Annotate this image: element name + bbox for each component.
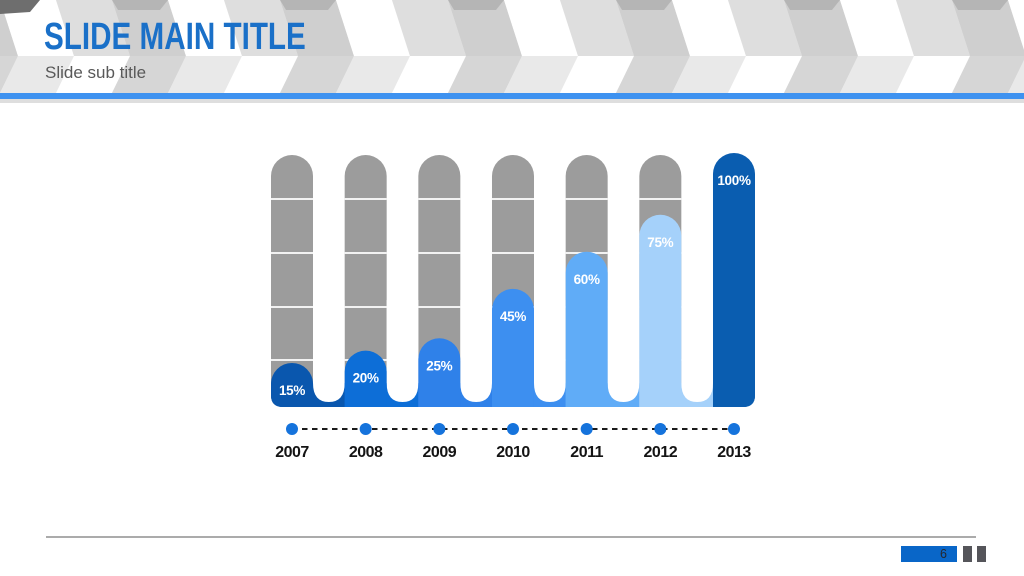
bar-track-2008	[344, 155, 387, 405]
gap-arch	[460, 300, 492, 402]
year-label: 2008	[349, 444, 383, 461]
timeline-dot	[359, 423, 372, 435]
bar-fill-2012	[639, 214, 682, 407]
slide-subtitle: Slide sub title	[45, 63, 147, 82]
gap-arch	[386, 300, 419, 402]
year-label: 2007	[275, 444, 309, 461]
header-geometric-pattern	[0, 0, 1024, 93]
header-gray-strip	[0, 99, 1024, 103]
slide-title: SLIDE MAIN TITLE	[44, 16, 306, 58]
gap-arch	[533, 300, 566, 402]
header-dark-accent	[0, 0, 40, 14]
bar-fill-2009	[418, 338, 461, 407]
bar-value-label: 45%	[500, 309, 526, 324]
timeline-dot	[286, 423, 298, 435]
timeline-dot	[433, 423, 446, 435]
year-label: 2012	[644, 444, 678, 461]
year-label: 2011	[570, 444, 603, 461]
bar-value-label: 60%	[574, 272, 600, 287]
gap-arch	[607, 300, 640, 402]
timeline-dot	[580, 423, 593, 435]
bar-fill-2011	[565, 251, 608, 407]
chart-body	[271, 153, 755, 407]
bar-fill-2008	[344, 350, 387, 407]
bar-value-label: 15%	[279, 383, 305, 398]
year-label: 2009	[423, 444, 457, 461]
bar-fill-2010	[491, 288, 534, 407]
page-number: 6	[940, 547, 947, 561]
footer-marker-2	[977, 546, 986, 562]
bar-value-label: 75%	[647, 235, 673, 250]
bar-value-label: 100%	[717, 173, 751, 188]
gap-arch	[681, 300, 713, 402]
timeline-dot	[506, 423, 519, 435]
footer-marker-1	[963, 546, 972, 562]
bar-fill-2007	[271, 362, 313, 407]
year-label: 2010	[496, 444, 530, 461]
page-number-badge: 6	[901, 546, 957, 562]
slide-header: SLIDE MAIN TITLE Slide sub title	[0, 0, 1024, 93]
footer-divider	[46, 536, 976, 538]
bar-value-label: 25%	[426, 358, 452, 373]
year-label: 2013	[717, 444, 751, 461]
gap-arch	[313, 300, 345, 402]
bar-fill-2013	[712, 153, 755, 407]
header-accent-line	[0, 93, 1024, 99]
timeline-dot	[654, 423, 667, 435]
bar-value-label: 20%	[353, 371, 379, 386]
timeline-dot	[727, 423, 740, 435]
bar-track-2007	[271, 155, 313, 405]
